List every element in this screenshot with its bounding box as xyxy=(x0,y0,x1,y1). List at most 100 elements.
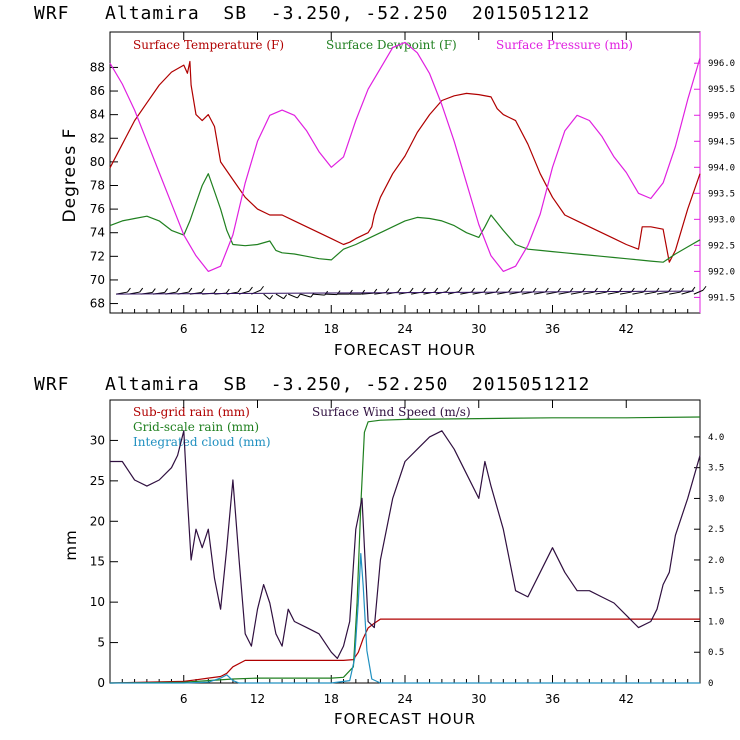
wind-barb xyxy=(570,291,583,295)
x-tick-label: 42 xyxy=(619,322,634,336)
y-axis-title: mm xyxy=(62,529,80,560)
wind-barb xyxy=(656,291,669,295)
wind-barb-baseline xyxy=(116,290,694,295)
legend-sub-grid-rain: Sub-grid rain (mm) xyxy=(133,405,250,419)
wind-barb-feather xyxy=(201,288,205,293)
y2-tick-label: 993.0 xyxy=(708,215,735,225)
series-line-surface-dewpoint-f xyxy=(109,173,701,263)
y2-tick-label: 0 xyxy=(708,679,713,689)
wind-barb-feather xyxy=(702,285,707,291)
wind-barb-feather xyxy=(249,286,253,292)
wind-barb xyxy=(595,291,607,295)
series-line-grid-scale-rain-mm xyxy=(109,416,701,684)
x-axis-title: FORECAST HOUR xyxy=(334,341,476,359)
x-tick-label: 24 xyxy=(397,322,412,336)
wind-barb xyxy=(546,291,558,295)
y-tick-label: 25 xyxy=(90,474,105,488)
wind-barb xyxy=(300,293,312,298)
x-tick-label: 42 xyxy=(619,692,634,706)
wind-barb xyxy=(632,291,644,295)
x-tick-label: 36 xyxy=(545,322,560,336)
y-tick-label: 5 xyxy=(97,636,105,650)
wind-barb-feather xyxy=(385,288,390,293)
y2-tick-label: 996.0 xyxy=(708,59,735,69)
y2-tick-label: 992.0 xyxy=(708,267,735,277)
wind-barb xyxy=(288,293,298,299)
wind-barb xyxy=(312,293,325,296)
wind-barb xyxy=(693,289,704,295)
series-line-sub-grid-rain-mm xyxy=(109,618,700,684)
y-tick-label: 68 xyxy=(90,297,105,311)
x-tick-label: 6 xyxy=(180,322,188,336)
wind-barb-feather xyxy=(213,288,218,294)
wind-barb-feather xyxy=(532,287,537,293)
wind-barb-feather xyxy=(348,289,353,295)
x-tick-label: 18 xyxy=(324,692,339,706)
wind-barb-feather xyxy=(260,285,264,291)
wind-barb-feather xyxy=(483,287,488,293)
wind-barb-feather xyxy=(434,287,439,293)
legend-integrated-cloud: Integrated cloud (mm) xyxy=(133,435,271,449)
series-line-surface-temperature-f xyxy=(109,60,701,263)
y-tick-label: 88 xyxy=(90,60,105,74)
y2-tick-label: 995.0 xyxy=(708,111,735,121)
wind-barb-feather xyxy=(520,287,525,293)
x-axis-title: FORECAST HOUR xyxy=(334,710,476,728)
plot-area: 6 12 18 24 30 36 42 0 5 10 15 20 25 30 0 0.5 1.0 1.5 2.0 2.… xyxy=(90,399,724,706)
y2-tick-label: 1.5 xyxy=(708,587,724,597)
wind-barb-feather xyxy=(691,286,696,292)
wind-barb-feather xyxy=(176,287,180,293)
wind-barb-feather xyxy=(225,288,230,294)
y-tick-label: 74 xyxy=(90,226,105,240)
legend-surface-dewpoint: Surface Dewpoint (F) xyxy=(326,38,457,52)
wind-barb-feather xyxy=(139,287,144,293)
legend-surface-wind-speed: Surface Wind Speed (m/s) xyxy=(312,405,471,419)
y-axis-title: Degrees F xyxy=(60,128,80,223)
chart-title: WRF Altamira SB -3.250, -52.250 20150512… xyxy=(34,374,590,395)
y-tick-label: 70 xyxy=(90,273,105,287)
wind-barb-feather xyxy=(297,293,301,299)
y-tick-label: 80 xyxy=(90,155,105,169)
wind-barb xyxy=(607,291,620,295)
y-tick-label: 20 xyxy=(90,514,105,528)
y-tick-label: 84 xyxy=(90,108,105,122)
plot-frame xyxy=(109,31,701,314)
y2-tick-label: 994.5 xyxy=(708,137,735,147)
y2-tick-label: 993.5 xyxy=(708,189,735,199)
legend-grid-scale-rain: Grid-scale rain (mm) xyxy=(133,420,259,434)
x-tick-label: 12 xyxy=(250,322,265,336)
chart-title: WRF Altamira SB -3.250, -52.250 20150512… xyxy=(34,3,590,24)
series-line-surface-pressure-mb xyxy=(109,41,701,272)
y2-tick-label: 992.5 xyxy=(708,241,735,251)
wind-barb xyxy=(275,293,284,300)
wind-barb-feather xyxy=(458,287,463,292)
wind-barb-feather xyxy=(471,287,475,293)
y-tick-label: 10 xyxy=(90,595,105,609)
wind-barb-feather xyxy=(409,287,414,293)
y-tick-label: 15 xyxy=(90,555,105,569)
wind-barb xyxy=(533,291,546,295)
x-tick-label: 6 xyxy=(180,692,188,706)
y2-tick-label: 2.5 xyxy=(708,525,724,535)
y-tick-label: 86 xyxy=(90,84,105,98)
wind-barb xyxy=(558,291,571,295)
y2-tick-label: 995.5 xyxy=(708,85,735,95)
y2-tick-label: 994.0 xyxy=(708,163,735,173)
wind-barb-feather xyxy=(446,287,451,292)
wind-barb-feather xyxy=(397,287,402,293)
y-tick-label: 72 xyxy=(90,249,105,263)
x-tick-label: 12 xyxy=(250,692,265,706)
x-tick-label: 24 xyxy=(397,692,412,706)
wind-barb-feather xyxy=(422,287,426,293)
y-tick-label: 78 xyxy=(90,178,105,192)
x-tick-label: 30 xyxy=(471,692,486,706)
y2-tick-label: 991.5 xyxy=(708,293,735,303)
y2-tick-label: 3.0 xyxy=(708,494,724,504)
wind-barb xyxy=(583,291,595,295)
wind-barb-feather xyxy=(151,288,156,293)
wind-barb xyxy=(325,293,338,296)
wind-barb-feather xyxy=(269,295,274,300)
wind-barb xyxy=(669,291,681,295)
wind-barb-feather xyxy=(164,288,169,293)
